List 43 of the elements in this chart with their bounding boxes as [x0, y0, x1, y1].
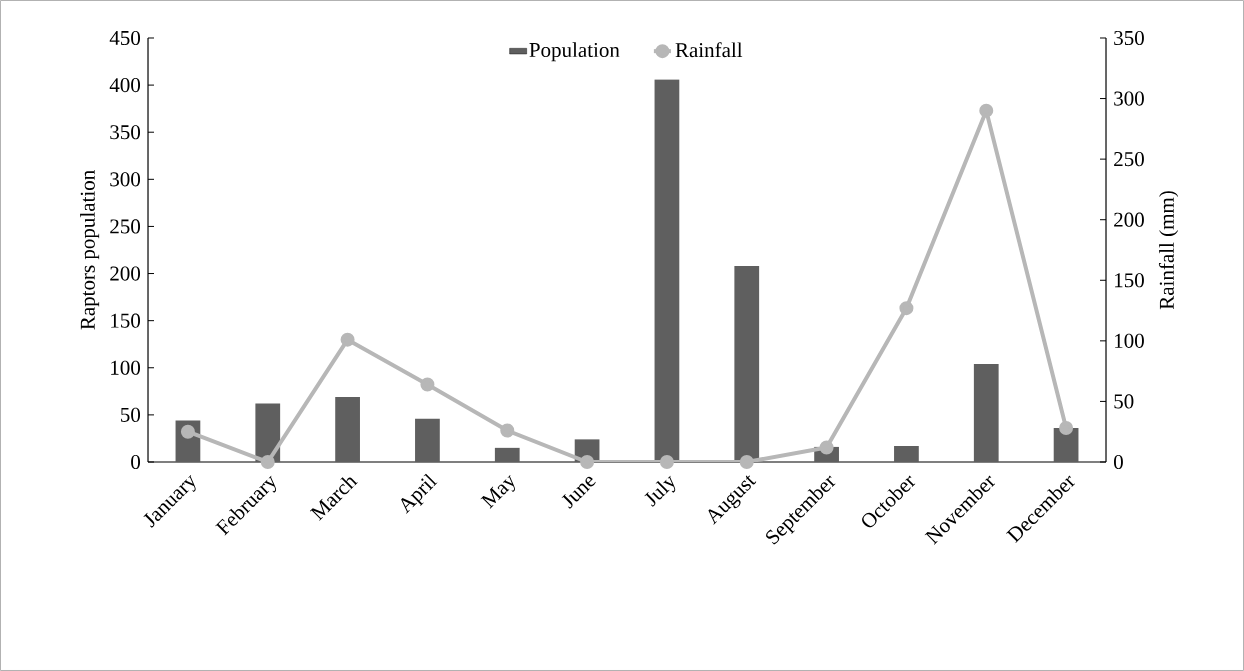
- bar: [973, 364, 999, 462]
- point: [979, 103, 994, 118]
- y-tick-label: 50: [121, 407, 141, 422]
- y-tick-label: 350: [110, 125, 141, 140]
- point: [899, 301, 914, 316]
- y2-tick-label: 300: [1114, 91, 1144, 106]
- legend-label: Population: [529, 42, 620, 62]
- y-tick-label: 150: [111, 313, 141, 328]
- y2-tick-label: 100: [1115, 333, 1144, 348]
- y2-tick-label: 150: [1115, 273, 1144, 288]
- x-tick-label: May: [480, 475, 515, 509]
- x-tick-label: June: [561, 476, 596, 509]
- y-tick-label: 200: [110, 266, 141, 281]
- y2-tick-label: 350: [1114, 30, 1144, 46]
- y2-tick-label: 50: [1114, 394, 1134, 409]
- y-tick-label: 450: [109, 30, 141, 46]
- y2-axis-title: Rainfall (mm): [1158, 191, 1179, 310]
- legend-label: Rainfall: [675, 42, 743, 58]
- y2-tick-label: 200: [1114, 212, 1144, 227]
- bar: [654, 79, 680, 462]
- bar: [494, 447, 520, 462]
- point: [260, 454, 275, 469]
- point: [500, 423, 515, 438]
- x-tick-label: July: [644, 475, 676, 507]
- y-tick-label: 300: [110, 172, 141, 187]
- y-axis-title: Raptors population: [80, 170, 100, 330]
- y-tick-label: 400: [109, 78, 141, 93]
- point: [420, 377, 435, 392]
- y2-tick-label: 0: [1114, 454, 1123, 470]
- y-tick-label: 100: [111, 360, 141, 375]
- point: [580, 454, 595, 469]
- point: [340, 332, 355, 347]
- y-tick-label: 0: [131, 454, 141, 470]
- bar: [894, 445, 919, 462]
- y-tick-label: 250: [110, 219, 141, 234]
- point: [1059, 421, 1074, 436]
- point: [739, 454, 754, 469]
- bar: [335, 396, 360, 462]
- point: [180, 424, 195, 439]
- point: [659, 454, 674, 469]
- bar: [415, 418, 440, 462]
- y2-tick-label: 250: [1114, 152, 1144, 167]
- bar: [734, 266, 760, 462]
